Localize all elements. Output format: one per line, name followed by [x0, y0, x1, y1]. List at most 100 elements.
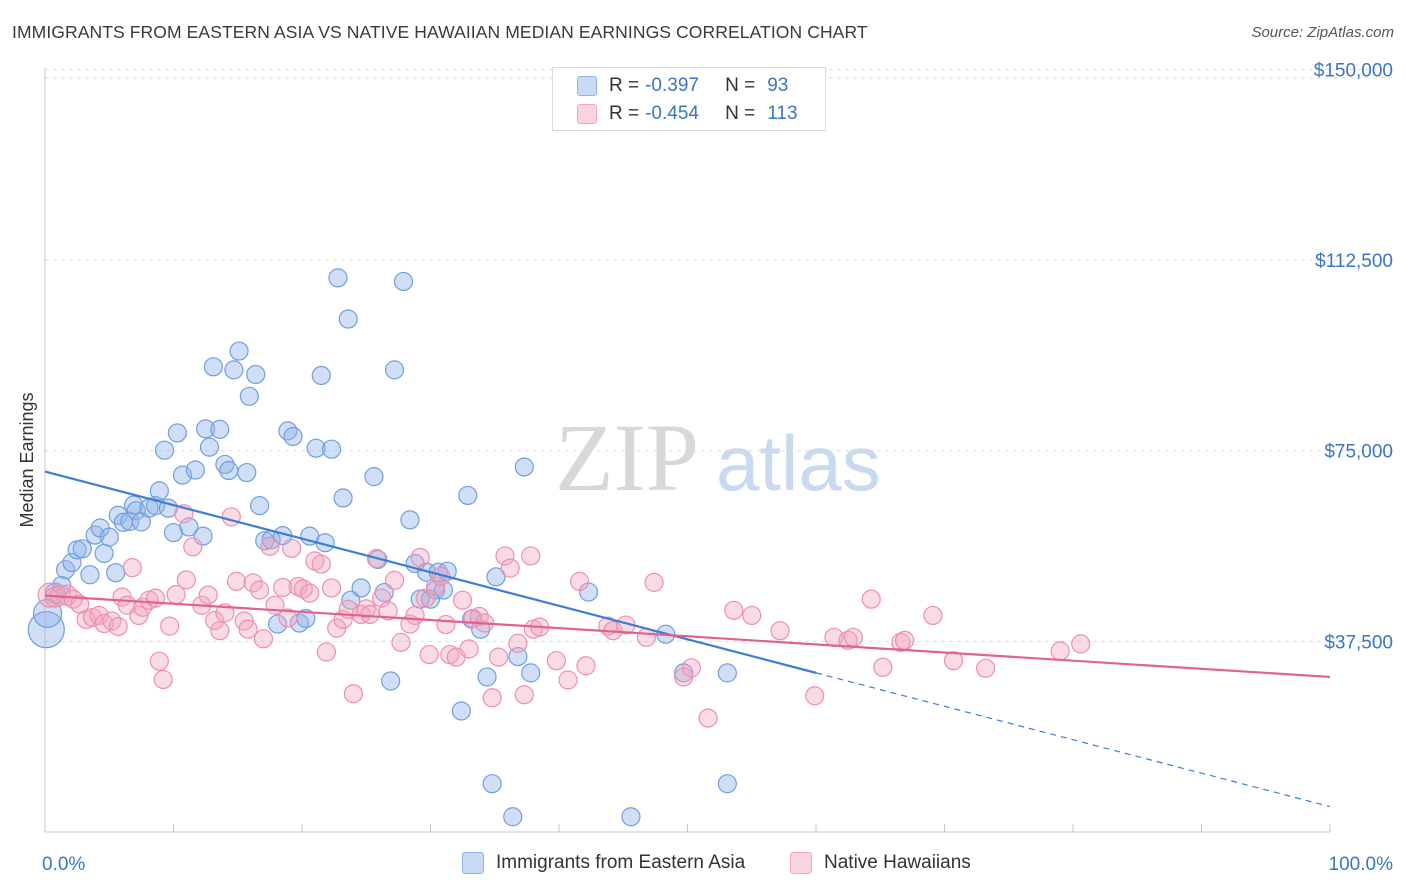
watermark-atlas: atlas	[716, 419, 881, 507]
data-point	[805, 686, 825, 706]
data-point	[108, 617, 128, 637]
data-point	[873, 657, 893, 677]
data-point	[381, 671, 401, 691]
data-point	[282, 538, 302, 558]
data-point	[338, 309, 358, 329]
data-point	[333, 488, 353, 508]
legend-swatch-immigrants	[462, 852, 484, 874]
data-point	[486, 567, 506, 587]
data-point	[770, 621, 790, 641]
data-point	[569, 571, 590, 591]
legend-item-immigrants[interactable]: Immigrants from Eastern Asia	[462, 852, 745, 874]
data-point	[198, 585, 218, 605]
data-point	[410, 547, 430, 568]
data-point	[221, 507, 241, 527]
data-point	[94, 613, 114, 634]
data-point	[203, 357, 223, 377]
trend-line-hawaiians	[44, 594, 1331, 679]
data-point	[724, 600, 744, 620]
axes	[44, 68, 1331, 833]
data-point	[1050, 641, 1070, 661]
data-point	[149, 481, 169, 501]
series-immigrants-eastern-asia	[27, 268, 737, 827]
data-point	[229, 341, 249, 361]
legend-r-value: -0.454	[645, 103, 699, 124]
legend-item-hawaiians[interactable]: Native Hawaiians	[790, 852, 971, 874]
trend-line-immigrants	[44, 470, 817, 674]
data-point	[122, 558, 142, 578]
data-point	[459, 639, 479, 659]
x-tick-label-min: 0.0%	[42, 854, 85, 875]
data-point	[80, 565, 100, 585]
data-point	[843, 627, 863, 647]
legend-n-label: N =	[725, 75, 756, 96]
data-point	[278, 421, 298, 441]
data-point	[621, 807, 641, 827]
data-point	[219, 460, 239, 481]
watermark-zip: ZIP	[555, 404, 699, 511]
data-point	[503, 807, 523, 827]
data-point	[500, 558, 520, 578]
data-point	[224, 360, 244, 380]
data-point	[196, 419, 216, 439]
data-point	[976, 658, 996, 678]
data-point	[210, 419, 230, 439]
data-point	[311, 365, 331, 386]
data-point	[106, 563, 126, 583]
data-point	[426, 576, 446, 597]
data-point	[681, 658, 701, 678]
legend-n-value: 93	[767, 75, 789, 96]
data-point	[343, 684, 363, 704]
legend-row-hawaiians: R = -0.454 N = 113	[577, 101, 798, 127]
data-point	[311, 554, 331, 574]
data-point	[273, 577, 293, 598]
data-point	[558, 670, 578, 690]
data-point	[237, 462, 257, 483]
legend-r-label: R =	[609, 75, 640, 96]
data-point	[253, 629, 274, 649]
data-point	[160, 616, 180, 636]
data-point	[469, 606, 489, 627]
data-point	[1071, 634, 1091, 654]
y-tick-label: $150,000	[1314, 60, 1393, 81]
y-tick-label: $75,000	[1324, 442, 1393, 463]
data-point	[199, 437, 220, 457]
data-point	[508, 647, 528, 667]
data-point	[183, 537, 203, 557]
y-axis-label: Median Earnings	[17, 392, 37, 527]
y-tick-label: $37,500	[1324, 632, 1393, 653]
data-point	[477, 667, 497, 687]
legend-r-value: -0.397	[645, 75, 699, 96]
data-point	[717, 663, 737, 683]
legend-n-value: 113	[767, 103, 798, 124]
data-point	[238, 619, 258, 639]
data-point	[378, 601, 398, 621]
legend-n-label: N =	[725, 103, 756, 124]
data-point	[384, 360, 405, 380]
data-point	[249, 496, 270, 516]
trend-line-immigrants-extrapolated	[815, 672, 1331, 808]
data-point	[62, 552, 82, 573]
data-point	[405, 605, 425, 626]
data-point	[328, 268, 348, 288]
data-point	[360, 604, 380, 625]
data-point	[205, 610, 225, 631]
data-point	[321, 439, 342, 459]
data-point	[895, 630, 915, 650]
data-point	[145, 588, 166, 608]
data-point	[316, 642, 337, 662]
data-point	[306, 438, 326, 458]
data-point	[521, 546, 541, 566]
data-point	[644, 572, 664, 592]
data-point	[167, 423, 187, 443]
data-point	[514, 685, 534, 705]
data-point	[153, 669, 173, 690]
tick-labels: $37,500 $75,000 $112,500 $150,000 0.0% 100.0%…	[17, 60, 1393, 875]
data-point	[94, 543, 114, 564]
data-point	[451, 701, 471, 721]
source-label: Source: ZipAtlas.com	[1251, 24, 1394, 41]
data-point	[246, 364, 266, 385]
data-point	[458, 485, 478, 506]
series-legend: Immigrants from Eastern Asia Native Hawa…	[0, 852, 1406, 878]
